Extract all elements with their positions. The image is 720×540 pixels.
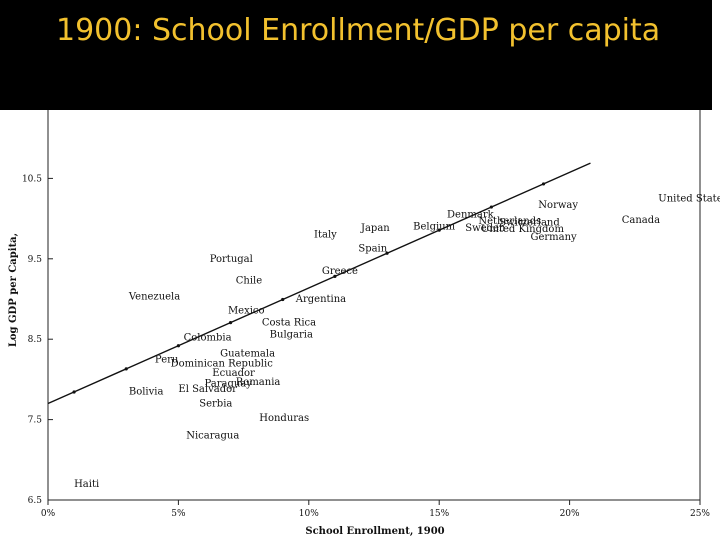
trend-marker [385,251,389,255]
x-axis-label: School Enrollment, 1900 [305,526,444,537]
x-tick-label: 15% [429,509,449,519]
x-tick-label: 20% [560,509,580,519]
point-label: Italy [314,230,337,241]
point-label: Serbia [199,399,232,410]
trend-marker [72,390,76,394]
point-label: Portugal [210,254,253,265]
point-label: Norway [538,200,578,211]
point-label: Belgium [413,222,456,233]
point-label: Venezuela [128,292,180,303]
point-label: Bolivia [129,386,164,397]
trend-marker [541,182,546,186]
x-axis-ticks: 0% 5% 10% 15% 20% 25% [41,500,710,519]
y-axis-label: Log GDP per Capita, [8,233,19,347]
point-label: Bulgaria [270,329,313,340]
point-label: Germany [530,232,577,243]
trend-marker [228,321,233,325]
y-tick-label: 6.5 [28,496,43,506]
trend-marker [437,228,441,232]
point-label: Switzerland [499,218,560,229]
point-label: El Salvador [178,384,237,395]
x-tick-label: 5% [171,509,186,519]
y-tick-label: 9.5 [28,255,43,265]
point-label: Nicaragua [186,431,239,442]
trend-line-group [47,162,591,405]
point-label: Haiti [74,479,99,490]
trend-marker [489,205,493,209]
point-label: Honduras [259,413,309,424]
y-tick-label: 10.5 [22,174,42,184]
point-label: United Kingdom [481,224,565,235]
x-tick-label: 0% [41,509,56,519]
trend-marker [281,297,285,302]
point-label: Costa Rica [262,317,316,328]
point-label: Peru [155,354,179,365]
point-label: Ecuador [212,368,255,379]
point-label: Romania [236,377,281,388]
trend-marker [124,367,128,371]
y-tick-label: 7.5 [28,416,43,426]
point-label: Argentina [295,294,346,305]
trend-marker [176,344,180,348]
point-label: Colombia [184,333,232,344]
point-label: Chile [236,276,262,287]
point-label: Dominican Republic [171,358,274,369]
data-points: Haiti Nicaragua Honduras Serbia Bolivia El Sa… [74,194,720,490]
point-label: Denmark [447,210,495,221]
point-label: Guatemala [220,349,275,360]
title-bar: 1900: School Enrollment/GDP per capita [0,0,712,110]
point-label: United States [658,194,720,205]
x-tick-label: 10% [299,509,319,519]
point-label: Japan [360,223,390,234]
point-label: Spain [358,243,387,254]
point-label: Paraguay [204,378,252,389]
slide-title: 1900: School Enrollment/GDP per capita [56,13,661,48]
point-label: Netherlands [478,216,541,227]
point-label: Mexico [228,305,265,316]
point-label: Greece [322,266,358,277]
point-label: Sweden [465,223,506,234]
x-tick-label: 25% [690,509,710,519]
point-label: Canada [622,215,660,226]
trend-line [47,162,591,405]
trend-marker [333,274,337,278]
y-tick-label: 8.5 [28,335,43,345]
